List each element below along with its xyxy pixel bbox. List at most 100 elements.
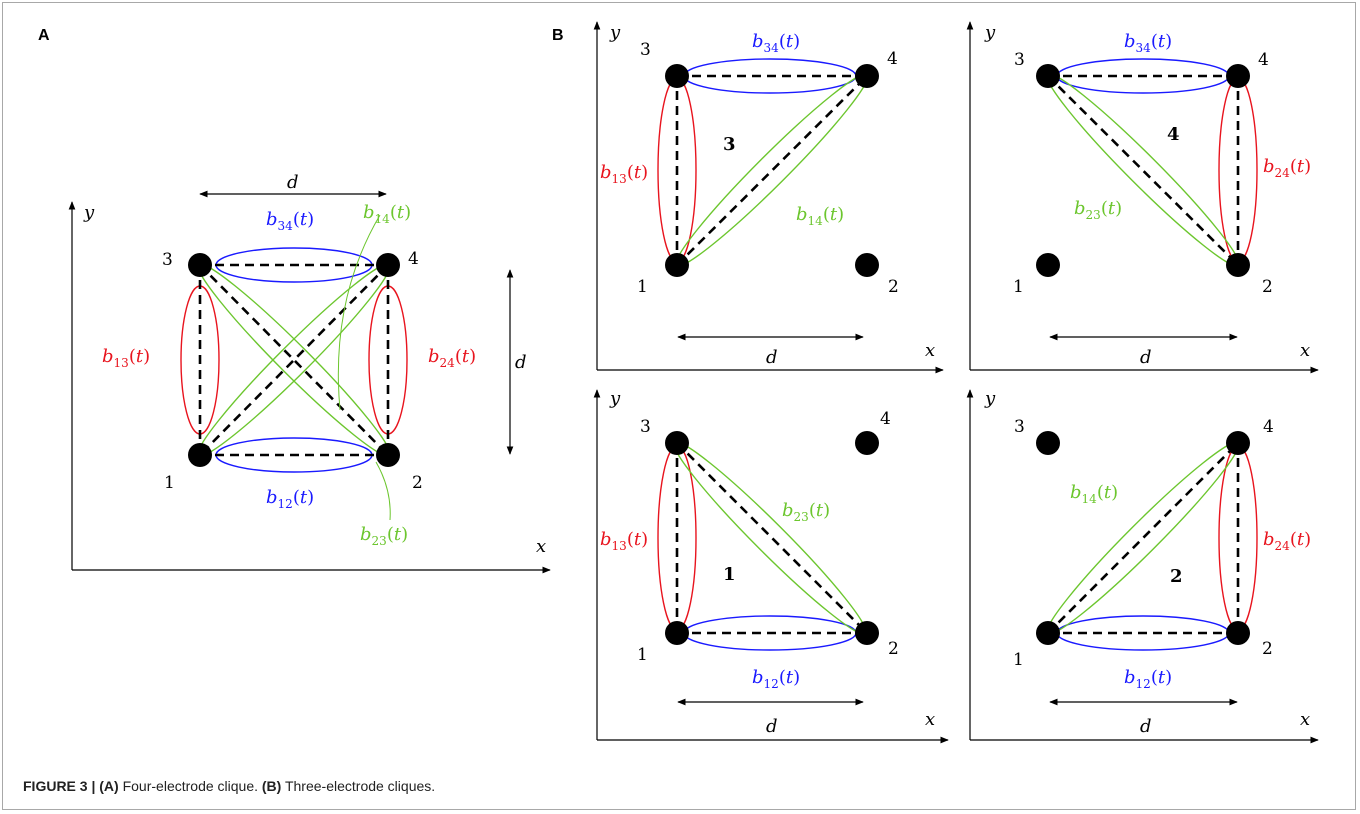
sub1-clique-id: 1 <box>723 564 736 585</box>
sub3-label-b14: b14(t) <box>796 204 844 228</box>
sub4-label-b23: b23(t) <box>1074 198 1122 222</box>
panel-a-node-3-label: 3 <box>162 250 173 270</box>
sub1-node-1-label: 1 <box>637 645 648 665</box>
sub2-connections <box>1047 442 1240 635</box>
sub3-node-1 <box>665 253 689 277</box>
caption-b-text: Three-electrode cliques. <box>284 778 436 794</box>
sub1-node-3 <box>665 431 689 455</box>
sub2-node-3 <box>1036 431 1060 455</box>
sub2-clique-id: 2 <box>1170 566 1183 587</box>
panel-a-label-b23: b23(t) <box>360 524 408 548</box>
panel-a: A y x d d 3 <box>38 27 551 574</box>
sub1-node-4 <box>855 431 879 455</box>
sub2-label-b24: b24(t) <box>1263 529 1311 553</box>
sub3-node-2-label: 2 <box>888 277 899 297</box>
sub4-ellipse-b23 <box>1046 73 1240 267</box>
panel-a-node-4 <box>376 253 400 277</box>
sub4-node-4 <box>1226 64 1250 88</box>
panel-a-d-vertical-label: d <box>515 352 527 373</box>
panel-a-label-b34: b34(t) <box>266 209 314 233</box>
sub1-node-2 <box>855 621 879 645</box>
sub4-node-3 <box>1036 64 1060 88</box>
sub2-node-1 <box>1036 621 1060 645</box>
sub4-node-1 <box>1036 253 1060 277</box>
panel-a-b14-leader <box>337 214 381 411</box>
sub1-node-3-label: 3 <box>640 417 651 437</box>
panel-a-connections <box>198 263 390 457</box>
sub2-label-b12: b12(t) <box>1124 667 1172 691</box>
sub3-clique-id: 3 <box>723 134 736 155</box>
sub2-node-1-label: 1 <box>1013 650 1024 670</box>
sub4-node-3-label: 3 <box>1014 50 1025 70</box>
sub4-d-label: d <box>1140 347 1152 368</box>
subpanel-clique-4: y x d 3 4 1 2 4 b34(t) b24(t) b23(t) <box>966 21 1319 374</box>
sub3-node-3-label: 3 <box>640 40 651 60</box>
sub4-label-b24: b24(t) <box>1263 156 1311 180</box>
sub2-d-label: d <box>1140 716 1152 737</box>
panel-a-node-2 <box>376 443 400 467</box>
sub1-d-label: d <box>766 716 778 737</box>
sub1-label-b12: b12(t) <box>752 667 800 691</box>
sub3-label-b13: b13(t) <box>600 162 648 186</box>
panel-a-node-2-label: 2 <box>412 473 423 493</box>
sub2-ellipse-b14 <box>1046 441 1240 635</box>
sub3-connections <box>675 74 868 266</box>
sub2-label-b14: b14(t) <box>1070 482 1118 506</box>
sub2-node-3-label: 3 <box>1014 417 1025 437</box>
caption-a-text: Four-electrode clique. <box>122 778 258 794</box>
sub3-label-b34: b34(t) <box>752 31 800 55</box>
panel-a-label-b13: b13(t) <box>102 346 150 370</box>
sub3-ellipse-b14 <box>675 73 869 267</box>
sub3-node-4 <box>855 64 879 88</box>
sub3-node-2 <box>855 253 879 277</box>
panel-a-node-3 <box>188 253 212 277</box>
sub4-label-b34: b34(t) <box>1124 31 1172 55</box>
sub1-node-4-label: 4 <box>880 409 891 429</box>
figure-caption: FIGURE 3 | (A) Four-electrode clique. (B… <box>23 778 435 794</box>
caption-b-tag: (B) <box>261 778 282 794</box>
panel-a-label-b24: b24(t) <box>428 346 476 370</box>
sub2-node-4 <box>1226 431 1250 455</box>
sub1-connections <box>675 442 868 635</box>
caption-figure-number: FIGURE 3 | <box>23 778 96 794</box>
sub3-d-label: d <box>766 347 778 368</box>
sub3-node-4-label: 4 <box>887 49 898 69</box>
subpanel-clique-2: y x d 3 4 1 2 2 b14(t) b24(t) b12(t) <box>966 388 1319 744</box>
sub4-node-2-label: 2 <box>1262 277 1273 297</box>
panel-a-label: A <box>38 27 50 44</box>
panel-a-y-label: y <box>83 202 95 223</box>
sub2-node-2 <box>1226 621 1250 645</box>
sub2-y-label: y <box>984 388 996 409</box>
panel-a-ellipse-b23 <box>197 263 391 457</box>
sub4-y-label: y <box>984 22 996 43</box>
sub4-node-1-label: 1 <box>1013 277 1024 297</box>
subpanel-clique-3: y x d 3 4 1 2 3 b34(t) b13(t) b14(t) <box>593 21 944 374</box>
sub1-y-label: y <box>609 388 621 409</box>
sub1-x-label: x <box>925 709 935 730</box>
panel-a-node-1 <box>188 443 212 467</box>
sub2-x-label: x <box>1300 709 1310 730</box>
sub3-node-1-label: 1 <box>637 277 648 297</box>
panel-a-label-b12: b12(t) <box>266 487 314 511</box>
sub1-node-2-label: 2 <box>888 639 899 659</box>
panel-a-x-label: x <box>536 536 546 557</box>
sub4-node-4-label: 4 <box>1258 50 1269 70</box>
sub1-node-1 <box>665 621 689 645</box>
caption-a-tag: (A) <box>99 778 119 794</box>
sub1-label-b13: b13(t) <box>600 529 648 553</box>
sub1-label-b23: b23(t) <box>782 500 830 524</box>
panel-a-node-1-label: 1 <box>164 473 175 493</box>
panel-a-label-b14: b14(t) <box>363 202 411 226</box>
panel-a-node-4-label: 4 <box>408 249 419 269</box>
panel-a-d-horizontal-label: d <box>287 172 299 193</box>
panel-a-b23-leader <box>375 461 391 521</box>
sub3-node-3 <box>665 64 689 88</box>
sub3-x-label: x <box>925 340 935 361</box>
panel-b-label: B <box>552 27 564 44</box>
sub2-node-4-label: 4 <box>1263 417 1274 437</box>
panel-a-ellipse-b14 <box>197 263 391 457</box>
sub4-clique-id: 4 <box>1167 124 1180 145</box>
sub4-node-2 <box>1226 253 1250 277</box>
sub4-x-label: x <box>1300 340 1310 361</box>
